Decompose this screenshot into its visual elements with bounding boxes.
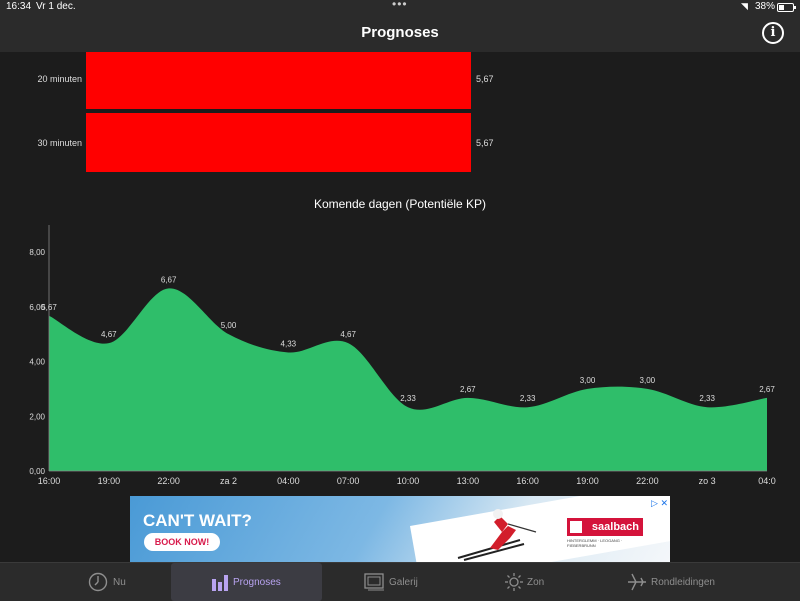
- x-tick-label: 16:00: [38, 476, 61, 486]
- tab-label-prognoses: Prognoses: [233, 577, 281, 588]
- y-tick-label: 6,00: [29, 303, 45, 312]
- x-tick-label: 04:00: [277, 476, 300, 486]
- ad-brand-subtitle: HINTERGLEMM · LEOGANG · FIEBERBRUNN: [567, 538, 623, 548]
- tab-galerij[interactable]: Galerij: [360, 563, 450, 601]
- multitasking-dots-icon[interactable]: •••: [392, 0, 408, 11]
- ad-book-button[interactable]: BOOK NOW!: [144, 533, 220, 551]
- x-tick-label: 13:00: [457, 476, 480, 486]
- x-tick-label: 22:00: [157, 476, 180, 486]
- x-tick-label: zo 3: [699, 476, 716, 486]
- tab-rondleidingen[interactable]: Rondleidingen: [622, 563, 732, 601]
- ad-brand-logo: saalbach: [567, 518, 643, 536]
- clock-icon: [88, 572, 108, 592]
- data-label: 5,67: [41, 303, 57, 312]
- x-tick-label: 04:0: [758, 476, 776, 486]
- data-label: 5,00: [221, 321, 237, 330]
- kp-area-series: [49, 288, 767, 471]
- skier-icon: [457, 509, 537, 561]
- row-label-20-min: 20 minuten: [37, 74, 82, 84]
- data-label: 6,67: [161, 275, 177, 284]
- battery-icon: [777, 3, 796, 12]
- data-label: 2,33: [520, 394, 536, 403]
- page-title: Prognoses: [361, 24, 439, 41]
- row-value-20-min: 5,67: [476, 74, 494, 84]
- x-tick-label: 16:00: [516, 476, 539, 486]
- y-tick-label: 2,00: [29, 412, 45, 421]
- data-label: 3,00: [640, 376, 656, 385]
- tab-bar: Nu Prognoses Galerij Zon: [0, 562, 800, 601]
- chart-title: Komende dagen (Potentiële KP): [313, 197, 487, 211]
- row-value-30-min: 5,67: [476, 138, 494, 148]
- adchoices-icon[interactable]: ▷ ✕: [651, 498, 668, 508]
- x-tick-label: za 2: [220, 476, 237, 486]
- x-tick-label: 07:00: [337, 476, 360, 486]
- tab-prognoses[interactable]: Prognoses: [171, 563, 322, 601]
- y-tick-label: 8,00: [29, 248, 45, 257]
- forecast-bar-30-min: [86, 113, 471, 172]
- status-time: 16:34: [6, 1, 32, 12]
- data-label: 2,67: [460, 385, 476, 394]
- airplane-icon: [628, 573, 646, 591]
- x-tick-label: 19:00: [98, 476, 121, 486]
- x-tick-label: 10:00: [397, 476, 420, 486]
- forecast-bar-20-min: [86, 52, 471, 109]
- tab-zon[interactable]: Zon: [500, 563, 580, 601]
- data-label: 4,67: [340, 330, 356, 339]
- tab-label-galerij: Galerij: [389, 577, 418, 588]
- y-tick-label: 0,00: [29, 467, 45, 476]
- tab-label-zon: Zon: [527, 577, 545, 588]
- data-label: 4,33: [281, 339, 297, 348]
- sun-icon: [505, 573, 523, 591]
- bar-chart-icon: [212, 575, 228, 591]
- data-label: 2,33: [699, 394, 715, 403]
- status-bar: 16:34 Vr 1 dec. ••• ◥ 38%: [0, 0, 800, 14]
- y-tick-label: 4,00: [29, 358, 45, 367]
- x-tick-label: 19:00: [576, 476, 599, 486]
- tab-label-rondleidingen: Rondleidingen: [651, 577, 715, 588]
- navigation-bar: Prognoses i: [0, 14, 800, 52]
- data-label: 2,33: [400, 394, 416, 403]
- tab-label-nu: Nu: [113, 577, 126, 588]
- data-label: 4,67: [101, 330, 117, 339]
- info-icon[interactable]: i: [762, 22, 784, 44]
- status-date: Vr 1 dec.: [36, 1, 76, 12]
- battery-percentage: 38%: [755, 1, 776, 12]
- wifi-icon: ◥: [741, 1, 748, 11]
- ad-headline: CAN'T WAIT?: [143, 511, 252, 530]
- gallery-icon: [364, 573, 384, 591]
- tab-nu[interactable]: Nu: [70, 563, 160, 601]
- data-label: 2,67: [759, 385, 775, 394]
- row-label-30-min: 30 minuten: [37, 138, 82, 148]
- kp-area-chart: 0,00 2,00 4,00 6,00 8,00 16:00 19:00 22:00 za 2 0…: [29, 225, 776, 486]
- data-label: 3,00: [580, 376, 596, 385]
- ad-banner[interactable]: CAN'T WAIT? BOOK NOW! saalbach HINTERGLE…: [130, 496, 670, 562]
- x-tick-label: 22:00: [636, 476, 659, 486]
